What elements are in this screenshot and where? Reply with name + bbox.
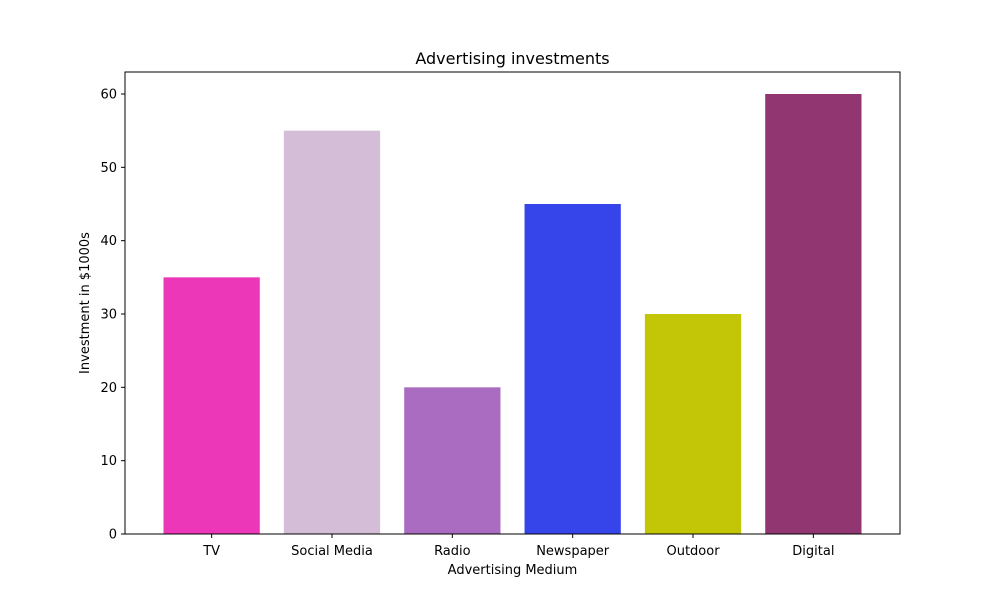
plot-frame [124,71,901,535]
y-tick-label: 0 [109,528,117,543]
y-tick-label: 30 [100,308,117,323]
chart-title: Advertising investments [415,49,609,68]
bar-newspaper [524,204,621,534]
y-axis-ticks: 0 10 20 30 40 50 60 [100,88,125,543]
y-tick-label: 10 [100,454,117,469]
bar-radio [404,387,501,534]
x-tick-label: Radio [434,544,471,559]
x-tick-label: TV [202,544,220,559]
y-tick-label: 60 [100,88,117,103]
x-tick-label: Digital [792,544,834,559]
y-tick-label: 20 [100,381,117,396]
x-axis-label: Advertising Medium [448,563,578,578]
y-axis-label: Investment in $1000s [78,232,93,374]
y-tick-label: 40 [100,234,117,249]
bar-tv [163,277,260,534]
bar-digital [765,94,862,534]
x-tick-label: Outdoor [666,544,720,559]
x-tick-label: Social Media [291,544,373,559]
bar-social-media [283,130,381,534]
bar-outdoor [644,314,742,534]
y-tick-label: 50 [100,161,117,176]
x-tick-label: Newspaper [536,544,610,559]
bars-group [163,94,862,534]
x-axis-ticks: TV Social Media Radio Newspaper Outdoor Digit… [202,534,834,559]
